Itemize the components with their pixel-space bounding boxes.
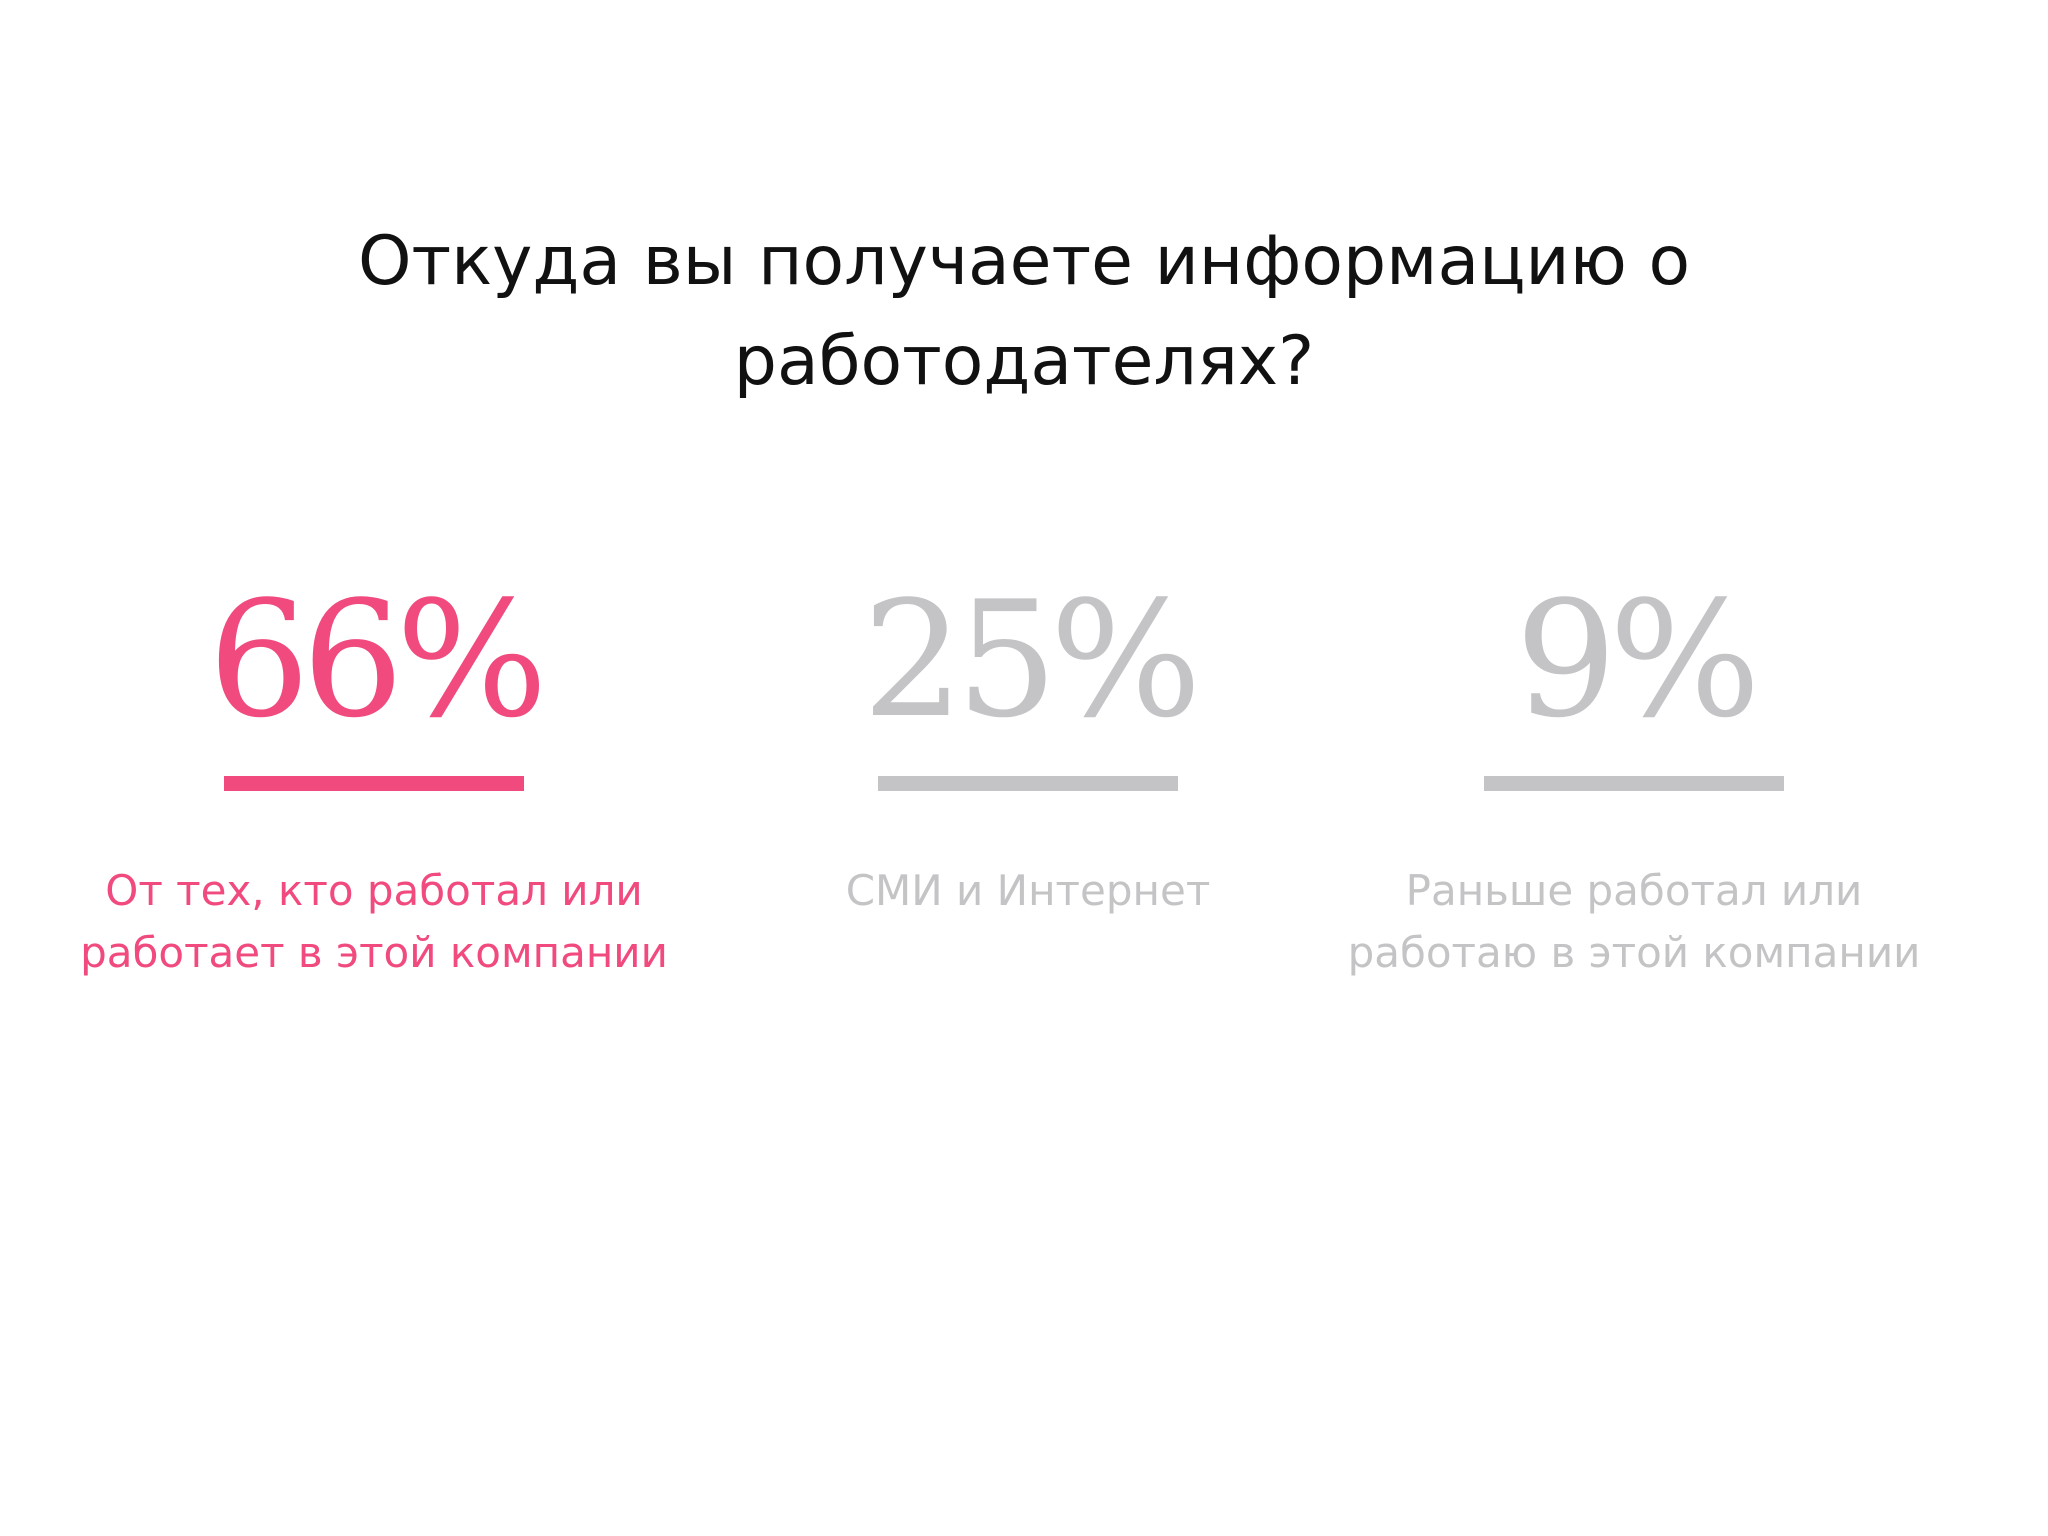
stat-label: Раньше работал или работаю в этой компан… [1347,866,1921,977]
stat-bar [878,776,1178,791]
stat-label: СМИ и Интернет [845,866,1211,915]
stat-bar [224,776,524,791]
stat-value: 25% [862,566,1202,753]
stat-value: 66% [208,566,548,753]
stat-value: 9% [1515,566,1761,753]
stat-label: От тех, кто работал или работает в этой … [80,866,668,977]
slide-title: Откуда вы получаете информацию о работод… [357,222,1691,401]
stat-block-colleagues: 66% От тех, кто работал или работает в э… [74,560,674,977]
stat-block-media: 25% СМИ и Интернет [728,560,1328,915]
stat-bar [1484,776,1784,791]
stat-block-former-employee: 9% Раньше работал или работаю в этой ком… [1334,560,1934,977]
